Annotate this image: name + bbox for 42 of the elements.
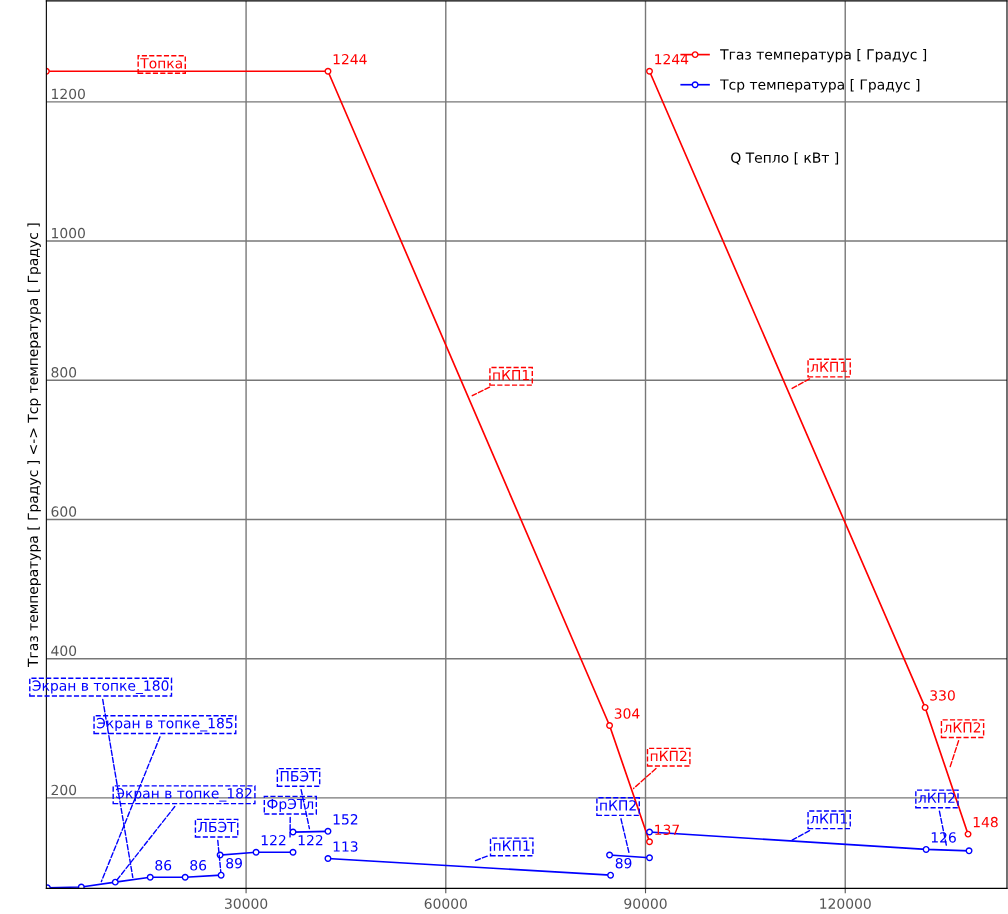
data-label: 86 — [190, 860, 207, 871]
data-label: 330 — [930, 690, 955, 701]
annotation: пКП1 — [493, 370, 529, 381]
data-label: 122 — [298, 834, 323, 846]
annotation: пКП2 — [600, 800, 636, 811]
data-label: 86 — [155, 860, 172, 871]
y-tick-label: 600 — [51, 506, 77, 517]
annotation: Экран в топке_185 — [96, 717, 233, 732]
y-tick-label: 200 — [51, 784, 77, 796]
annotation: лКП1 — [810, 361, 847, 372]
data-label: 89 — [226, 857, 242, 869]
x-tick-label: 30000 — [225, 898, 268, 909]
legend-label: Tгаз температура [ Градус ] — [720, 48, 927, 63]
data-label: 126 — [931, 832, 956, 843]
data-label: 1244 — [655, 53, 689, 65]
x-tick-label: 90000 — [624, 898, 667, 909]
data-label: 152 — [333, 814, 358, 825]
annotation: ПБЭТ — [280, 770, 318, 782]
data-label: 89 — [615, 857, 632, 869]
annotation: ЛБЭТ — [198, 821, 236, 833]
y-tick-label: 400 — [51, 645, 77, 657]
annotation: Топка — [140, 58, 182, 69]
x-tick-label: 60000 — [424, 898, 467, 909]
annotation: лКП1 — [810, 813, 847, 824]
annotation: Q Тепло [ кВт ] — [731, 152, 839, 165]
annotation: лКП2 — [918, 792, 955, 803]
annotation: пКП1 — [493, 840, 530, 851]
annotation: ФрЭТл — [267, 798, 314, 812]
legend-label: Tср температура [ Градус ] — [720, 79, 920, 93]
y-axis-title: Tгаз температура [ Градус ] <-> Tср температура [ Градус ] — [27, 223, 41, 668]
data-label: 148 — [973, 816, 998, 828]
annotation: лКП2 — [944, 722, 981, 733]
data-label: 122 — [261, 834, 286, 846]
data-label: 304 — [614, 708, 640, 719]
y-tick-label: 1200 — [52, 88, 85, 100]
annotation: пКП2 — [650, 750, 687, 761]
x-tick-label: 120000 — [820, 898, 871, 909]
y-tick-label: 1000 — [52, 227, 85, 239]
data-label: 113 — [333, 841, 358, 852]
data-label: 1244 — [333, 53, 367, 65]
y-tick-label: 800 — [51, 367, 77, 378]
data-label: 137 — [655, 824, 679, 836]
